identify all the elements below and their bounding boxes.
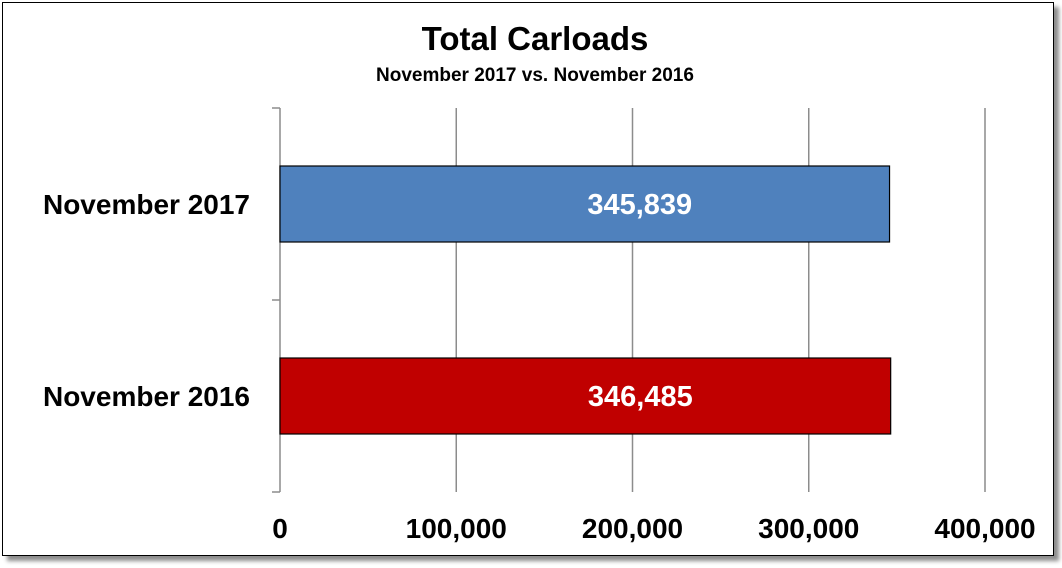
bar-value-label: 345,839 [587, 189, 692, 221]
bar-value-label: 346,485 [588, 381, 693, 413]
x-tick-label: 0 [272, 513, 288, 544]
category-label: November 2017 [43, 189, 250, 220]
category-label: November 2016 [43, 381, 250, 412]
chart-subtitle: November 2017 vs. November 2016 [376, 65, 694, 86]
x-tick-label: 100,000 [406, 513, 507, 544]
x-tick-label: 300,000 [758, 513, 859, 544]
chart-frame [2, 2, 1054, 556]
labels: 0 100,000 200,000 300,000 400,000 345,839 Nove… [43, 189, 1036, 544]
bar-2 [279, 357, 892, 435]
chart-title: Total Carloads [422, 20, 649, 57]
bar-1 [279, 165, 891, 243]
x-tick-label: 200,000 [582, 513, 683, 544]
x-tick-label: 400,000 [934, 513, 1035, 544]
axes [272, 107, 281, 493]
bars [279, 165, 892, 435]
